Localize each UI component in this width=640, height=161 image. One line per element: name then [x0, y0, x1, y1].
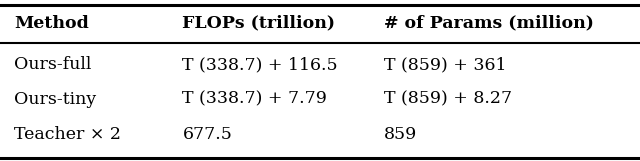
Text: T (859) + 361: T (859) + 361 [384, 56, 506, 73]
Text: 859: 859 [384, 126, 417, 143]
Text: 677.5: 677.5 [182, 126, 232, 143]
Text: Ours-full: Ours-full [14, 56, 92, 73]
Text: T (859) + 8.27: T (859) + 8.27 [384, 90, 512, 108]
Text: T (338.7) + 7.79: T (338.7) + 7.79 [182, 90, 327, 108]
Text: T (338.7) + 116.5: T (338.7) + 116.5 [182, 56, 338, 73]
Text: Ours-tiny: Ours-tiny [14, 90, 97, 108]
Text: Method: Method [14, 15, 89, 32]
Text: FLOPs (trillion): FLOPs (trillion) [182, 15, 335, 32]
Text: Teacher × 2: Teacher × 2 [14, 126, 121, 143]
Text: # of Params (million): # of Params (million) [384, 15, 594, 32]
